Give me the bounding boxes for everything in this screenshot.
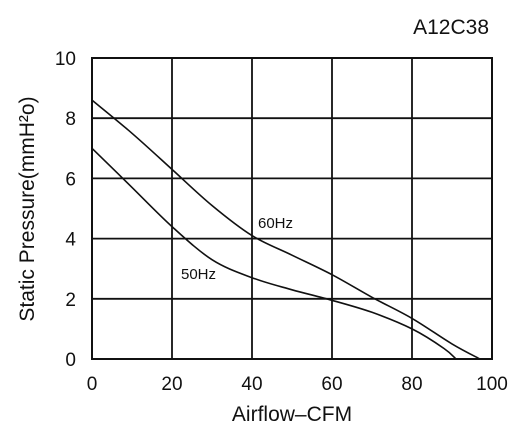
series-label-60hz: 60Hz <box>258 215 293 232</box>
series-label-50hz: 50Hz <box>181 266 216 283</box>
x-tick-label-40: 40 <box>241 374 262 395</box>
series-line-50hz <box>91 147 457 360</box>
plot-frame <box>91 57 493 360</box>
x-tick-label-100: 100 <box>476 374 508 395</box>
y-tick-label-2: 2 <box>65 290 76 311</box>
x-tick-label-60: 60 <box>321 374 342 395</box>
y-tick-label-8: 8 <box>65 109 76 130</box>
model-label: A12C38 <box>413 16 489 39</box>
y-tick-label-0: 0 <box>65 350 76 371</box>
y-tick-label-6: 6 <box>65 169 76 190</box>
y-tick-label-4: 4 <box>65 230 76 251</box>
tick-labels: 0 20 40 60 80 100 0 2 4 6 8 10 <box>55 49 508 395</box>
curves <box>91 99 481 360</box>
y-axis-label: Static Pressure(mmH²o) <box>16 96 39 321</box>
y-tick-label-10: 10 <box>55 49 76 70</box>
x-axis-label: Airflow–CFM <box>232 403 352 426</box>
x-tick-label-80: 80 <box>401 374 422 395</box>
x-tick-label-20: 20 <box>161 374 182 395</box>
x-tick-label-0: 0 <box>87 374 98 395</box>
series-line-60hz <box>91 99 481 360</box>
grid <box>92 58 492 359</box>
